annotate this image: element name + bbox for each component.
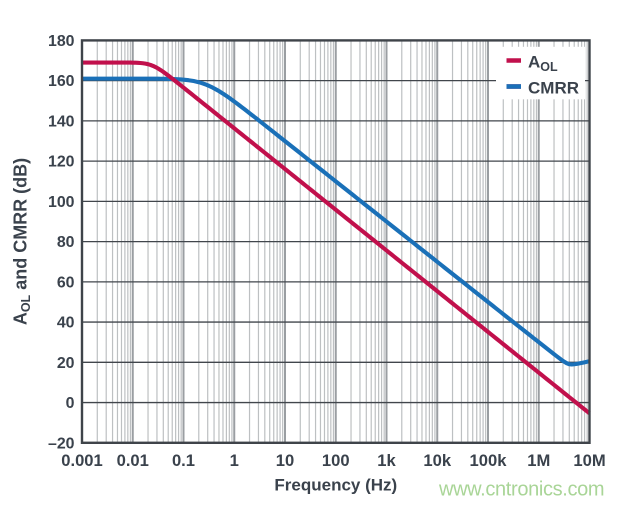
svg-text:180: 180: [48, 33, 75, 50]
svg-text:–20: –20: [48, 435, 75, 452]
svg-text:1M: 1M: [527, 451, 550, 470]
svg-text:10k: 10k: [423, 451, 451, 470]
svg-text:100: 100: [322, 451, 350, 470]
svg-text:1k: 1k: [377, 451, 396, 470]
svg-text:0: 0: [66, 395, 75, 412]
svg-text:1: 1: [230, 451, 239, 470]
svg-text:80: 80: [57, 234, 75, 251]
svg-text:10M: 10M: [573, 451, 605, 470]
svg-text:AOL and CMRR (dB): AOL and CMRR (dB): [11, 158, 33, 325]
svg-text:60: 60: [57, 274, 75, 291]
svg-text:CMRR: CMRR: [528, 78, 579, 97]
svg-text:100: 100: [48, 194, 75, 211]
svg-text:10: 10: [276, 451, 294, 470]
svg-text:100k: 100k: [470, 451, 508, 470]
svg-text:40: 40: [57, 315, 75, 332]
svg-text:0.1: 0.1: [172, 451, 195, 470]
svg-text:www.cntronics.com: www.cntronics.com: [438, 479, 604, 501]
svg-text:0.001: 0.001: [61, 451, 103, 470]
svg-text:140: 140: [48, 113, 75, 130]
svg-text:0.01: 0.01: [117, 451, 149, 470]
svg-text:160: 160: [48, 73, 75, 90]
svg-text:20: 20: [57, 355, 75, 372]
svg-text:120: 120: [48, 154, 75, 171]
svg-text:Frequency (Hz): Frequency (Hz): [274, 475, 397, 494]
